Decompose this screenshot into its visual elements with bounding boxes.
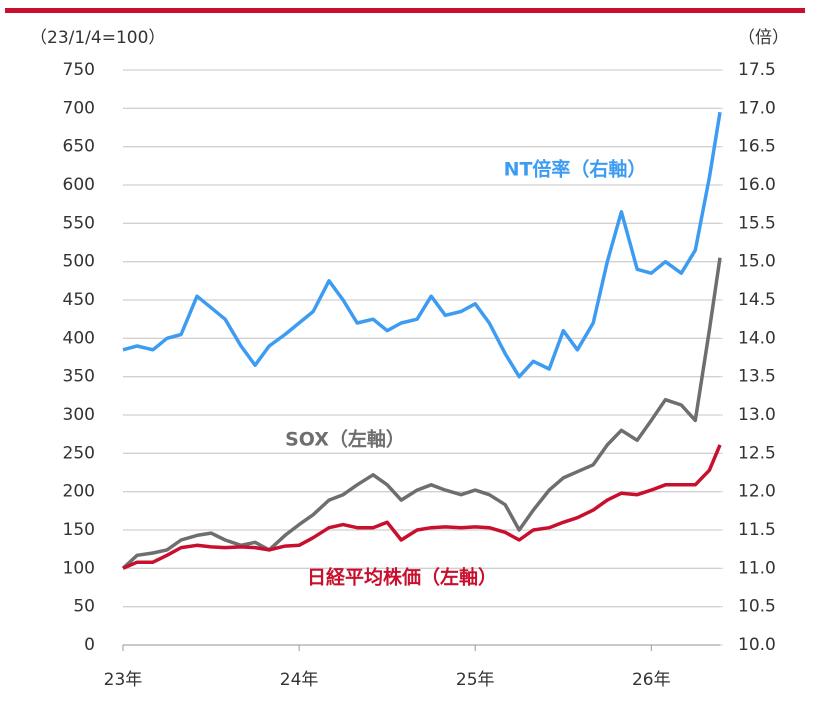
y-tick-label: 200 [63,482,95,502]
y2-tick-label: 17.0 [738,98,776,118]
x-tick-label: 23年 [104,670,143,690]
y-tick-label: 550 [63,213,95,233]
y2-tick-label: 15.5 [738,213,776,233]
y2-tick-label: 11.5 [738,520,776,540]
series-label: NT倍率（右軸） [504,158,647,181]
y-tick-label: 450 [63,290,95,310]
y-tick-label: 500 [63,252,95,272]
y-tick-label: 50 [73,597,95,617]
top-bar [5,8,805,13]
y-tick-label: 700 [63,98,95,118]
y2-tick-label: 12.5 [738,443,776,463]
y2-tick-label: 14.0 [738,328,776,348]
y2-tick-label: 13.5 [738,367,776,387]
y2-tick-label: 12.0 [738,482,776,502]
y-tick-label: 350 [63,367,95,387]
y-tick-label: 300 [63,405,95,425]
y-tick-label: 600 [63,175,95,195]
y2-tick-label: 15.0 [738,252,776,272]
y2-tick-label: 10.5 [738,597,776,617]
x-tick-label: 25年 [456,670,495,690]
series-label: SOX（左軸） [285,428,405,451]
y2-tick-label: 16.5 [738,137,776,157]
y-tick-label: 650 [63,137,95,157]
y2-tick-label: 10.0 [738,635,776,655]
x-tick-label: 24年 [280,670,319,690]
series-label: 日経平均株価（左軸） [307,566,497,589]
y-tick-label: 400 [63,328,95,348]
left-axis-title: （23/1/4=100） [30,28,165,48]
x-tick-label: 26年 [632,670,671,690]
y2-tick-label: 11.0 [738,558,776,578]
y2-tick-label: 13.0 [738,405,776,425]
series-line [122,444,722,570]
y-tick-label: 750 [63,60,95,80]
y-tick-label: 150 [63,520,95,540]
y2-tick-label: 16.0 [738,175,776,195]
y2-tick-label: 17.5 [738,60,776,80]
y-tick-label: 0 [84,635,95,655]
y-tick-label: 100 [63,558,95,578]
y-tick-label: 250 [63,443,95,463]
series-line [122,111,722,379]
y2-tick-label: 14.5 [738,290,776,310]
series-line [121,257,722,570]
right-axis-title: （倍） [738,28,789,48]
